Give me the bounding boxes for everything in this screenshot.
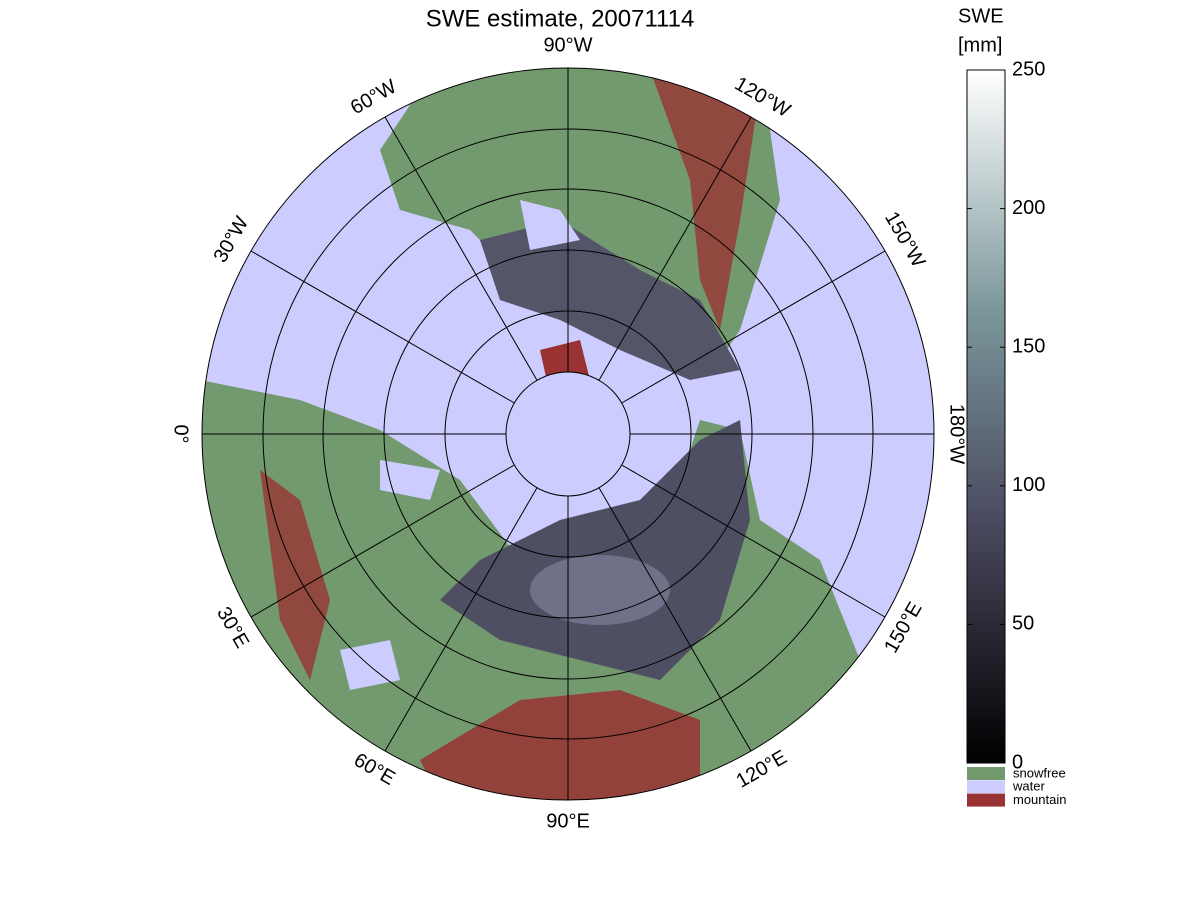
colorbar-tick-label: 50: [1012, 613, 1034, 635]
legend-label: snowfree: [1013, 765, 1066, 780]
colorbar: [966, 69, 1006, 764]
graticule: [201, 67, 935, 801]
meridian-label: 90°W: [543, 34, 592, 56]
meridian: [621, 250, 886, 404]
meridian-label: 180°W: [946, 404, 968, 464]
colorbar-tick-label: 200: [1012, 197, 1045, 219]
meridian: [250, 250, 515, 404]
legend-swatch: [967, 767, 1005, 780]
colorbar-label: SWE: [958, 5, 1004, 27]
map-title: SWE estimate, 20071114: [426, 5, 695, 32]
meridian: [621, 464, 886, 618]
colorbar-tick-label: 0: [1012, 751, 1023, 773]
colorbar-label: [mm]: [958, 34, 1002, 56]
colorbar-tick-label: 100: [1012, 474, 1045, 496]
legend-label: mountain: [1013, 792, 1066, 807]
legend-swatch: [967, 793, 1005, 807]
meridian-label: 0°: [170, 424, 192, 443]
meridian-label: 90°E: [546, 810, 590, 832]
meridian: [598, 116, 752, 381]
meridian: [250, 464, 515, 618]
legend-swatch: [967, 780, 1005, 794]
colorbar-tick-label: 150: [1012, 335, 1045, 357]
meridian: [598, 487, 752, 752]
legend-label: water: [1012, 779, 1045, 794]
colorbar-tick-label: 250: [1012, 58, 1045, 80]
meridian: [384, 487, 538, 752]
map: [202, 68, 934, 800]
meridian: [384, 116, 538, 381]
